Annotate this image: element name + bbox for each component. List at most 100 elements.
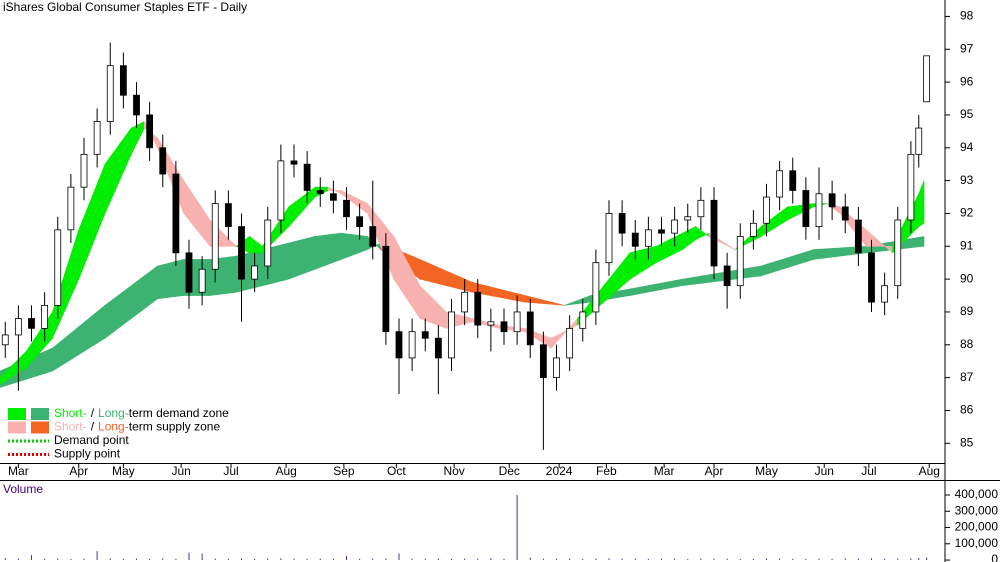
- candle-body: [579, 311, 587, 329]
- volume-tick-label: 200,000: [955, 520, 999, 534]
- candle-body: [224, 203, 232, 227]
- candle-body: [421, 331, 429, 339]
- legend: Short- / Long-term demand zone Short- / Long-…: [8, 406, 229, 461]
- candle-body: [290, 160, 298, 165]
- candle-body: [211, 203, 219, 270]
- candle-body: [566, 327, 574, 359]
- x-tick-label: Aug: [275, 464, 296, 478]
- candle-body: [1, 334, 9, 346]
- volume-tick-label: 400,000: [955, 487, 999, 501]
- candle-body: [382, 245, 390, 333]
- candle-body: [553, 357, 560, 379]
- candle-body: [894, 219, 902, 287]
- candle-body: [461, 291, 469, 313]
- candle-body: [749, 222, 757, 237]
- x-tick-label: 2024: [546, 464, 573, 478]
- x-tick-label: Dec: [499, 464, 520, 478]
- candle-body: [605, 213, 613, 264]
- candle-body: [592, 262, 600, 313]
- candle-body: [710, 199, 718, 267]
- candle-body: [802, 190, 810, 227]
- y-tick-label: 91: [960, 238, 974, 252]
- legend-swatch: [31, 408, 49, 420]
- candle-body: [395, 331, 403, 359]
- x-tick-label: May: [755, 464, 778, 478]
- x-tick-label: Feb: [596, 464, 617, 478]
- x-tick-label: Apr: [705, 464, 724, 478]
- candle-body: [854, 219, 862, 254]
- y-tick-label: 93: [960, 173, 974, 187]
- x-tick-label: Mar: [8, 464, 29, 478]
- y-tick-label: 92: [960, 206, 974, 220]
- long-zone-segment: [524, 295, 565, 306]
- y-tick-label: 90: [960, 271, 974, 285]
- legend-part: /: [91, 406, 95, 420]
- candle-body: [93, 121, 101, 155]
- legend-part: /: [91, 420, 95, 434]
- long-zone-segment: [157, 259, 185, 300]
- candle-body: [789, 170, 797, 191]
- candle-body: [185, 252, 193, 293]
- x-tick-label: Jun: [815, 464, 834, 478]
- volume-panel: Volume 0 100,000 200,000 300,000 400,000: [3, 482, 998, 562]
- candle-body: [159, 147, 167, 175]
- candle-body: [316, 190, 324, 195]
- volume-tick-label: 300,000: [955, 503, 999, 517]
- candle-body: [723, 265, 731, 287]
- legend-text: Supply point: [54, 447, 121, 461]
- candle-body: [671, 219, 679, 234]
- x-tick-label: Apr: [69, 464, 88, 478]
- y-tick-label: 86: [960, 403, 974, 417]
- x-tick-label: Aug: [919, 464, 940, 478]
- x-tick-label: Jun: [171, 464, 190, 478]
- candle-body: [408, 331, 416, 359]
- candle-body: [329, 193, 337, 201]
- y-tick-label: 96: [960, 74, 974, 88]
- x-tick-label: Jul: [861, 464, 876, 478]
- candle-body: [67, 186, 75, 231]
- candle-body: [868, 252, 875, 303]
- candle-body: [119, 65, 127, 96]
- candle-body: [133, 94, 140, 116]
- volume-tick-label: 100,000: [955, 536, 999, 550]
- candle-body: [251, 265, 259, 280]
- y-tick-label: 89: [960, 304, 974, 318]
- candle-body: [618, 213, 626, 234]
- candle-body: [881, 285, 889, 303]
- candle-body: [264, 219, 272, 267]
- candle-body: [658, 229, 665, 234]
- candle-body: [172, 173, 180, 254]
- candle-body: [54, 229, 62, 306]
- y-tick-label: 85: [960, 435, 974, 449]
- candle-body: [736, 236, 744, 287]
- x-tick-label: May: [112, 464, 135, 478]
- legend-part: term demand zone: [129, 406, 229, 420]
- candle-body: [644, 229, 652, 247]
- volume-tick-label: 0: [991, 552, 998, 562]
- short-zone-segment: [918, 180, 925, 228]
- candle-body: [474, 291, 482, 326]
- legend-part: Long-: [98, 420, 129, 434]
- candle-body: [841, 206, 849, 221]
- candle-body: [28, 318, 35, 329]
- candle-body: [356, 216, 364, 227]
- candle-body: [907, 153, 915, 221]
- x-tick-label: Jul: [223, 464, 238, 478]
- candle-body: [697, 199, 705, 218]
- candle-body: [539, 344, 547, 379]
- candle-body: [513, 311, 521, 333]
- y-tick-label: 98: [960, 9, 974, 23]
- candle-body: [277, 160, 285, 221]
- x-tick-label: Nov: [443, 464, 464, 478]
- chart-title: iShares Global Consumer Staples ETF - Da…: [3, 0, 247, 14]
- legend-text: Short- / Long-term supply zone: [54, 420, 220, 434]
- candle-body: [41, 304, 49, 329]
- legend-swatch: [8, 408, 26, 420]
- legend-swatch: [8, 421, 26, 434]
- candle-body: [776, 170, 784, 198]
- candle-body: [343, 199, 350, 218]
- candle-body: [631, 232, 639, 247]
